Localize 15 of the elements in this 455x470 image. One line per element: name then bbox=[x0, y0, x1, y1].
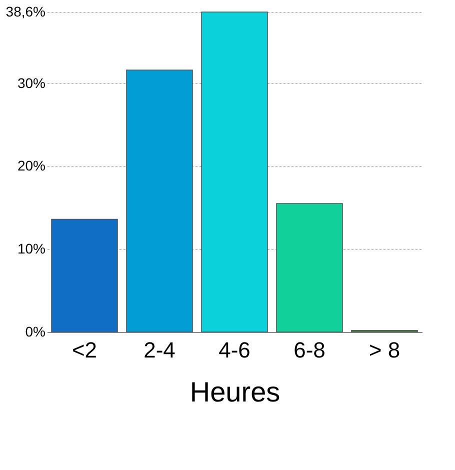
x-tick-label: 4-6 bbox=[218, 338, 250, 362]
bar bbox=[201, 12, 268, 332]
x-tick-label: <2 bbox=[72, 338, 98, 362]
bar bbox=[51, 218, 118, 332]
bar bbox=[126, 70, 193, 332]
x-tick-label: > 8 bbox=[368, 338, 400, 362]
x-tick-label: 2-4 bbox=[144, 338, 176, 362]
bar bbox=[276, 203, 343, 332]
y-tick-label: 30% bbox=[17, 74, 46, 91]
y-tick-label: 20% bbox=[17, 158, 46, 174]
x-axis-title: Heures bbox=[190, 376, 280, 408]
x-tick-label: 6-8 bbox=[294, 338, 326, 362]
y-tick-label: 10% bbox=[17, 240, 46, 257]
y-tick-label: 0% bbox=[25, 324, 46, 340]
y-tick-label: 38,6% bbox=[6, 4, 46, 20]
